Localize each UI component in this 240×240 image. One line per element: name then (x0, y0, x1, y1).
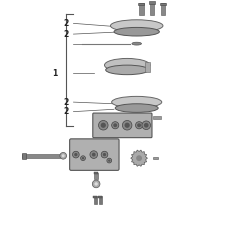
Circle shape (107, 158, 112, 163)
Text: 1: 1 (52, 69, 57, 78)
Ellipse shape (106, 65, 149, 75)
Bar (161, 3, 165, 15)
Bar (160, 3, 166, 5)
Circle shape (101, 123, 106, 128)
Bar (98, 196, 102, 198)
Bar (95, 173, 98, 180)
Circle shape (74, 153, 78, 156)
Circle shape (82, 157, 84, 159)
Bar (149, 1, 155, 4)
Bar (153, 157, 158, 159)
Bar (145, 62, 150, 72)
Circle shape (144, 123, 149, 128)
FancyBboxPatch shape (70, 139, 119, 170)
Circle shape (94, 182, 98, 186)
Ellipse shape (104, 58, 150, 72)
Text: 2: 2 (64, 19, 69, 28)
Circle shape (99, 120, 108, 130)
Bar (153, 116, 161, 119)
Bar (99, 196, 102, 204)
Text: 2: 2 (64, 98, 69, 107)
Circle shape (125, 123, 130, 128)
Ellipse shape (132, 42, 141, 45)
Bar (93, 196, 97, 198)
Circle shape (113, 123, 117, 127)
Bar (139, 3, 144, 15)
Circle shape (103, 153, 106, 156)
Circle shape (136, 155, 142, 161)
Text: 2: 2 (64, 30, 69, 39)
Bar (94, 196, 97, 204)
Bar (22, 154, 60, 158)
Polygon shape (131, 150, 147, 166)
Circle shape (92, 180, 100, 188)
Bar (22, 153, 26, 159)
Bar (94, 172, 98, 174)
Circle shape (142, 121, 150, 130)
Circle shape (112, 122, 119, 129)
Circle shape (60, 152, 66, 159)
Ellipse shape (114, 27, 159, 36)
Bar (138, 3, 144, 5)
Circle shape (108, 159, 110, 162)
FancyBboxPatch shape (93, 113, 152, 138)
Circle shape (136, 122, 143, 129)
Ellipse shape (115, 104, 158, 112)
Circle shape (90, 151, 98, 158)
Circle shape (101, 151, 108, 158)
Text: 2: 2 (64, 107, 69, 116)
Bar (150, 2, 154, 15)
Circle shape (92, 153, 96, 156)
Ellipse shape (112, 96, 162, 108)
Ellipse shape (110, 20, 163, 32)
Circle shape (81, 156, 85, 161)
Circle shape (72, 151, 79, 158)
Circle shape (137, 123, 141, 127)
Circle shape (62, 154, 65, 157)
Circle shape (122, 120, 132, 130)
